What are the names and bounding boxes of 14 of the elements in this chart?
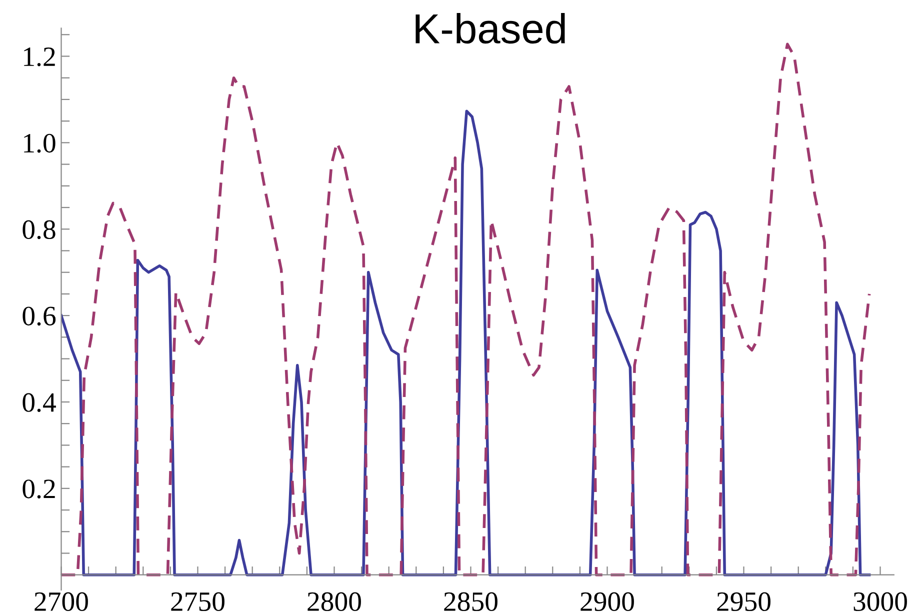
x-tick-label: 2900 [580, 592, 634, 612]
y-tick-label: 0.6 [22, 306, 56, 326]
x-tick-label: 2700 [34, 592, 88, 612]
y-tick-label: 0.2 [22, 480, 55, 498]
y-tick-label: 0.4 [22, 393, 56, 412]
y-tick-label: 1.0 [24, 134, 56, 153]
x-tick-label: 2850 [444, 592, 498, 612]
x-tick-label: 2800 [308, 592, 361, 612]
x-tick-label: 2950 [717, 592, 770, 612]
x-tick-label: 2750 [171, 592, 224, 612]
x-tick-label: 3000 [854, 592, 907, 612]
chart-title: K-based [416, 13, 565, 44]
y-tick-label: 1.2 [24, 47, 55, 66]
y-tick-label: 0.8 [22, 220, 56, 240]
